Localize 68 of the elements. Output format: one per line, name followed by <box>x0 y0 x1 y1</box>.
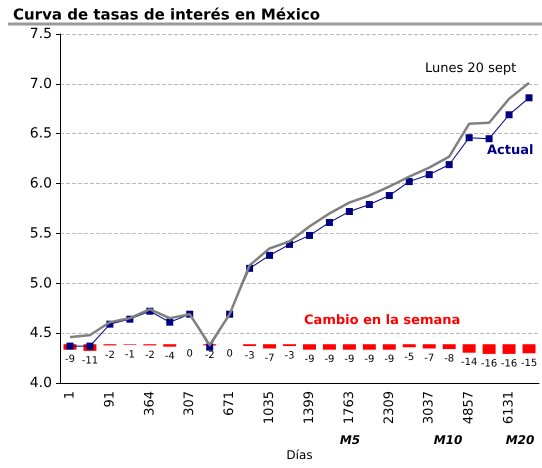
series-label: Cambio en la semana <box>304 313 460 328</box>
series-label: Actual <box>487 143 534 158</box>
data-label: -5 <box>404 352 414 363</box>
data-label: -7 <box>264 352 275 364</box>
text: M5 <box>340 433 360 447</box>
y-tick-label: 7.0 <box>30 76 52 92</box>
data-label: -2 <box>144 350 155 361</box>
data-label: -1 <box>124 349 135 360</box>
point <box>86 342 94 350</box>
x-tick-label: 3037 <box>422 391 437 424</box>
point <box>406 178 413 186</box>
data-label: -8 <box>444 354 454 365</box>
data-label: -9 <box>64 354 75 366</box>
data-label: -9 <box>364 354 374 366</box>
y-tick-label: 5.0 <box>30 275 52 292</box>
data-label: 0 <box>186 348 193 360</box>
data-label: -7 <box>424 352 434 364</box>
point <box>446 161 453 168</box>
y-tick-label: 6.5 <box>30 126 52 142</box>
data-label: -3 <box>284 350 295 362</box>
point <box>466 134 473 142</box>
data-label: -9 <box>304 354 314 366</box>
data-label: -3 <box>244 350 255 362</box>
data-label: -9 <box>384 354 394 366</box>
point <box>66 342 74 350</box>
x-tick-label: 91 <box>102 391 118 408</box>
y-tick-label: 6.0 <box>30 176 52 192</box>
point <box>486 135 493 142</box>
data-label: -15 <box>520 358 538 369</box>
point <box>386 192 393 200</box>
text: M10 <box>434 433 462 447</box>
data-label: -9 <box>324 354 334 366</box>
data-label: -11 <box>82 355 98 366</box>
point <box>506 111 513 118</box>
x-tick-label: 364 <box>142 391 158 416</box>
point <box>526 94 533 102</box>
data-label: 0 <box>226 348 233 360</box>
point <box>266 252 274 259</box>
x-tick-label: 1763 <box>342 391 357 424</box>
text: M20 <box>506 433 534 447</box>
data-label: -9 <box>344 354 354 366</box>
x-tick-label: 1 <box>62 391 78 400</box>
point <box>426 171 433 178</box>
point <box>306 232 313 239</box>
y-tick-label: 4.0 <box>30 375 52 391</box>
data-label: -16 <box>500 358 518 370</box>
point <box>346 208 353 215</box>
point <box>366 201 373 208</box>
point <box>326 218 333 226</box>
point <box>166 318 174 326</box>
data-label: -16 <box>480 358 498 370</box>
x-tick-label: 1399 <box>302 391 317 424</box>
x-tick-label: 1035 <box>262 391 278 424</box>
data-label: -14 <box>460 357 478 368</box>
data-label: -2 <box>104 350 115 361</box>
data-label: -2 <box>204 350 215 361</box>
x-tick-label: 671 <box>222 391 238 416</box>
x-tick-label: 307 <box>182 391 198 416</box>
x-tick-label: 4857 <box>462 391 477 424</box>
y-tick-label: 4.5 <box>30 325 52 342</box>
y-tick-label: 5.5 <box>30 225 52 242</box>
x-axis-title: Días <box>286 448 313 462</box>
y-tick-label: 7.5 <box>30 26 52 42</box>
x-tick-label: 6131 <box>502 391 517 424</box>
chart-title: Curva de tasas de interés en México <box>13 6 320 24</box>
x-tick-label: 2309 <box>382 391 397 424</box>
data-label: -4 <box>164 351 175 362</box>
series-label: Lunes 20 sept <box>425 61 516 76</box>
